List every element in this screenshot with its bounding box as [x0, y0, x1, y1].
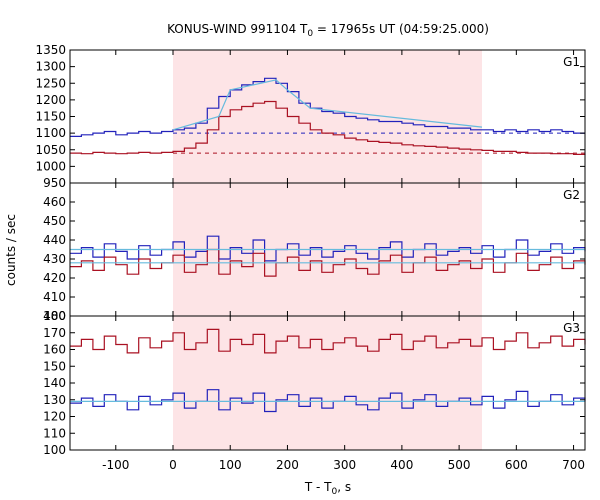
y-tick-label: 400	[43, 309, 66, 323]
y-tick-label: 170	[43, 326, 66, 340]
y-tick-label: 1350	[35, 43, 66, 57]
x-tick-label: 200	[276, 458, 299, 472]
y-tick-label: 100	[43, 443, 66, 457]
y-tick-label: 160	[43, 343, 66, 357]
x-tick-label: 0	[169, 458, 177, 472]
x-tick-label: 300	[333, 458, 356, 472]
y-tick-label: 140	[43, 376, 66, 390]
panel-g1: 950 1000 1050 1100 1150 1200 1250 1300 1350 G1	[35, 43, 586, 190]
panel-label: G3	[563, 321, 580, 335]
y-tick-label: 1100	[35, 126, 66, 140]
y-tick-label: 1000	[35, 159, 66, 173]
y-tick-label: 430	[43, 252, 66, 266]
x-tick-label: -100	[102, 458, 129, 472]
y-tick-label: 460	[43, 195, 66, 209]
y-axis-label: counts / sec	[4, 214, 18, 286]
series-blue-g3	[70, 389, 586, 413]
chart-title: KONUS-WIND 991104 T0 = 17965s UT (04:59:…	[167, 22, 489, 39]
x-tick-label: 500	[448, 458, 471, 472]
y-tick-label: 1250	[35, 76, 66, 90]
y-tick-label: 130	[43, 393, 66, 407]
x-tick-label: 700	[562, 458, 585, 472]
y-tick-label: 440	[43, 233, 66, 247]
y-tick-label: 110	[43, 426, 66, 440]
y-tick-label: 1200	[35, 93, 66, 107]
panel-g2: 400 410 420 430 440 450 460 G2	[43, 182, 586, 323]
plot-area: 95010001050110011501200125013001350G1400…	[35, 43, 586, 472]
y-tick-label: 1050	[35, 143, 66, 157]
series-red-g1	[70, 100, 586, 155]
x-axis-label: T - T0, s	[304, 480, 351, 497]
x-tick-label: 100	[219, 458, 242, 472]
x-tick-label: 600	[505, 458, 528, 472]
panel-label: G2	[563, 188, 580, 202]
y-tick-label: 120	[43, 410, 66, 424]
y-tick-label: 180	[43, 309, 66, 323]
series-blue-g2	[70, 235, 586, 262]
y-tick-label: 1300	[35, 60, 66, 74]
series-red-g2	[70, 248, 586, 277]
panel-label: G1	[563, 55, 580, 69]
y-tick-label: 420	[43, 271, 66, 285]
y-tick-label: 450	[43, 214, 66, 228]
y-tick-label: 150	[43, 359, 66, 373]
panel-g3: 100 110 120 130 140 150 160 170 180 G3	[43, 309, 586, 457]
series-blue-g1	[70, 77, 585, 137]
y-tick-label: 410	[43, 290, 66, 304]
x-tick-label: 400	[390, 458, 413, 472]
y-tick-label: 1150	[35, 110, 66, 124]
series-red-g3	[70, 328, 586, 354]
y-tick-label: 950	[43, 176, 66, 190]
fit-line-g1	[172, 79, 483, 131]
